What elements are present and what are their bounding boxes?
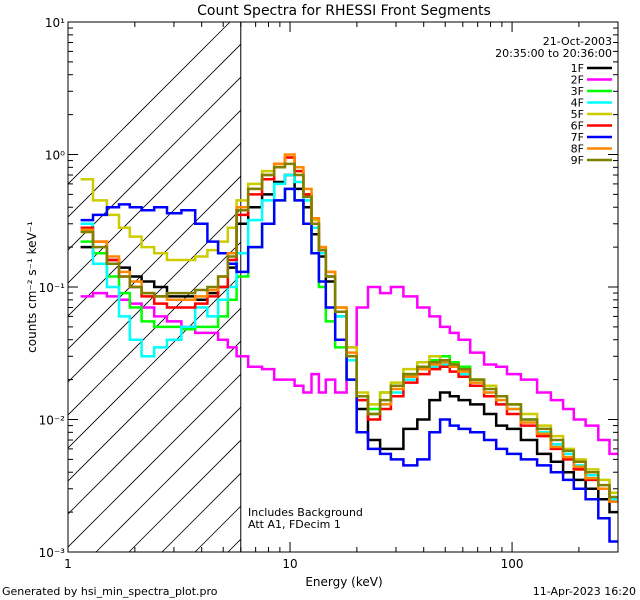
annotation-background: Includes Background: [248, 506, 363, 519]
hatch-line: [68, 175, 241, 350]
x-axis-label: Energy (keV): [305, 575, 382, 589]
legend-label-8F: 8F: [571, 143, 584, 156]
hatch-line: [68, 241, 241, 416]
legend-label-1F: 1F: [571, 62, 584, 75]
legend-label-9F: 9F: [571, 154, 584, 167]
date-label: 21-Oct-2003: [543, 35, 612, 48]
x-tick-label: 100: [501, 557, 524, 571]
annotation-attenuator: Att A1, FDecim 1: [248, 518, 341, 531]
hatch-line: [68, 76, 241, 251]
series-lines: [80, 153, 618, 543]
hatch-line: [161, 472, 241, 552]
hatch-line: [624, 0, 640, 552]
hatch-line: [68, 22, 231, 185]
x-tick-label: 1: [64, 557, 72, 571]
hatch-line: [68, 340, 241, 515]
hatch-line: [68, 307, 241, 482]
hatch-line: [68, 373, 241, 548]
legend-label-7F: 7F: [571, 131, 584, 144]
hatch-line: [68, 142, 241, 317]
series-line-7F: [80, 187, 618, 543]
y-axis-label: counts cm⁻² s⁻¹ keV⁻¹: [25, 221, 39, 353]
y-tick-label: 10⁻¹: [39, 281, 66, 295]
y-tick-label: 10⁻²: [39, 414, 66, 428]
hatch-line: [68, 109, 241, 284]
hatch-line: [68, 43, 241, 218]
y-tick-label: 10¹: [45, 16, 65, 30]
hatch-line: [95, 406, 241, 552]
legend-label-6F: 6F: [571, 120, 584, 133]
hatch-line: [459, 0, 640, 552]
hatch-line: [68, 274, 241, 449]
chart-title: Count Spectra for RHESSI Front Segments: [197, 3, 491, 19]
x-tick-labels: 1 10 100: [64, 557, 523, 571]
axis-ticks: [67, 22, 619, 553]
footer-generated-by: Generated by hsi_min_spectra_plot.pro: [2, 585, 218, 598]
hatch-line: [393, 0, 640, 552]
time-range-label: 20:35:00 to 20:36:00: [495, 47, 612, 60]
legend-label-2F: 2F: [571, 74, 584, 87]
y-tick-label: 10⁰: [45, 149, 65, 163]
legend-label-4F: 4F: [571, 97, 584, 110]
series-line-9F: [80, 162, 618, 499]
legend-label-3F: 3F: [571, 85, 584, 98]
hatch-line: [68, 208, 241, 383]
excluded-region-hatch: [68, 0, 640, 552]
x-tick-label: 10: [282, 557, 297, 571]
legend-label-5F: 5F: [571, 108, 584, 121]
footer-timestamp: 11-Apr-2023 16:20: [533, 585, 636, 598]
y-tick-label: 10⁻³: [39, 546, 66, 560]
hatch-line: [128, 439, 241, 552]
hatch-line: [426, 0, 640, 552]
y-tick-labels: 10⁻³ 10⁻² 10⁻¹ 10⁰ 10¹: [39, 16, 66, 560]
